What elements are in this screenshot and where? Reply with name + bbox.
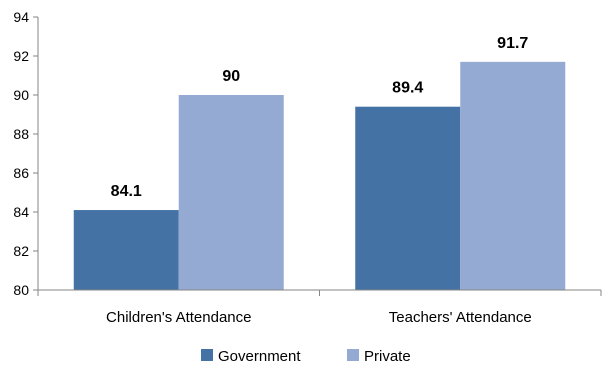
y-tick-label: 90 — [13, 87, 29, 103]
y-tick-label: 94 — [13, 9, 29, 25]
data-labels: 84.1 90 89.4 91.7 — [111, 35, 529, 200]
data-label: 89.4 — [392, 80, 423, 97]
y-tick-label: 82 — [13, 243, 29, 259]
y-tick-label: 80 — [13, 282, 29, 298]
x-category-label: Teachers' Attendance — [389, 309, 532, 326]
data-label: 91.7 — [497, 35, 528, 52]
data-label: 90 — [222, 68, 240, 85]
legend: Government Private — [201, 348, 411, 365]
legend-label-private: Private — [364, 348, 411, 365]
bar-government — [355, 106, 461, 290]
bar-private — [460, 61, 566, 290]
y-tick-label: 84 — [13, 204, 29, 220]
data-label: 84.1 — [111, 183, 142, 200]
bar-private — [178, 95, 284, 290]
y-tick-label: 88 — [13, 126, 29, 142]
y-tick-label: 92 — [13, 48, 29, 64]
bars — [73, 61, 566, 290]
y-axis: 80 82 84 86 88 90 92 94 — [13, 9, 39, 298]
x-category-label: Children's Attendance — [106, 309, 251, 326]
legend-swatch-government — [201, 349, 213, 361]
y-tick-label: 86 — [13, 165, 29, 181]
legend-swatch-private — [347, 349, 359, 361]
x-axis: Children's Attendance Teachers' Attendanc… — [37, 289, 602, 326]
bar-government — [73, 210, 179, 290]
legend-label-government: Government — [218, 348, 301, 365]
